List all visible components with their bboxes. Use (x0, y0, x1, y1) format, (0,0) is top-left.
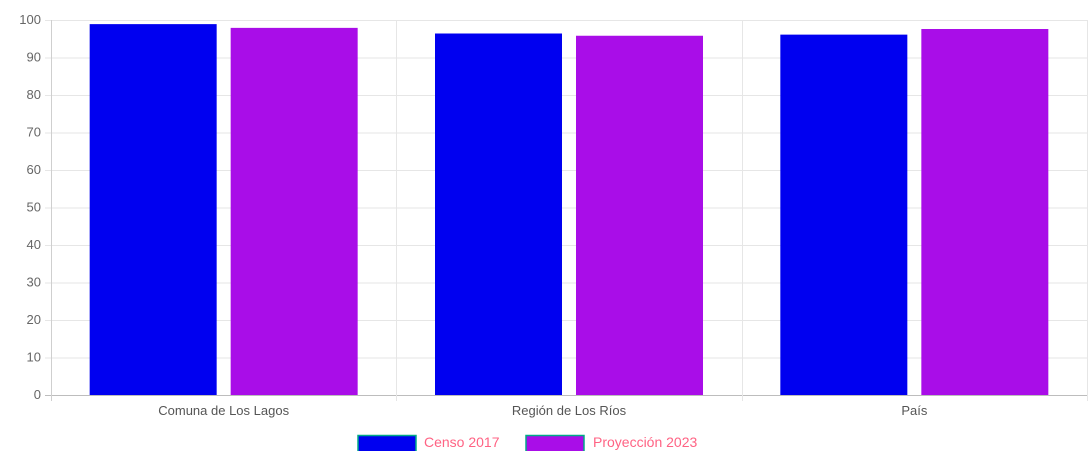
legend-swatch (357, 434, 417, 451)
legend-item[interactable]: Censo 2017 (357, 434, 500, 451)
bar-censo-2017 (780, 34, 908, 395)
y-tick-label: 80 (27, 87, 41, 102)
y-tick-label: 90 (27, 50, 41, 65)
grid-lines (45, 20, 1088, 401)
x-tick-label: Comuna de Los Lagos (158, 403, 289, 418)
y-tick-label: 0 (34, 387, 41, 402)
legend-item[interactable]: Proyección 2023 (525, 434, 698, 451)
bars (89, 24, 1049, 395)
x-tick-label: País (901, 403, 928, 418)
y-tick-label: 70 (27, 125, 41, 140)
y-tick-label: 50 (27, 200, 41, 215)
legend: Censo 2017 Proyección 2023 (357, 434, 698, 451)
bar-censo-2017 (435, 33, 562, 395)
y-tick-label: 20 (27, 312, 41, 327)
bar-proyeccion-2023 (921, 29, 1049, 395)
legend-label: Proyección 2023 (593, 434, 698, 450)
legend-label: Censo 2017 (424, 434, 500, 450)
bar-proyeccion-2023 (576, 35, 703, 395)
y-axis: 0 10 20 30 40 50 60 70 80 90 100 (19, 12, 52, 402)
x-axis: Comuna de Los Lagos Región de Los Ríos Paí… (158, 403, 928, 418)
y-tick-label: 60 (27, 162, 41, 177)
bar-proyeccion-2023 (230, 27, 358, 395)
y-tick-label: 10 (27, 350, 41, 365)
x-tick-label: Región de Los Ríos (512, 403, 627, 418)
legend-swatch (525, 434, 585, 451)
y-tick-label: 40 (27, 237, 41, 252)
y-tick-label: 100 (19, 12, 41, 27)
y-tick-label: 30 (27, 275, 41, 290)
bar-censo-2017 (89, 24, 217, 395)
